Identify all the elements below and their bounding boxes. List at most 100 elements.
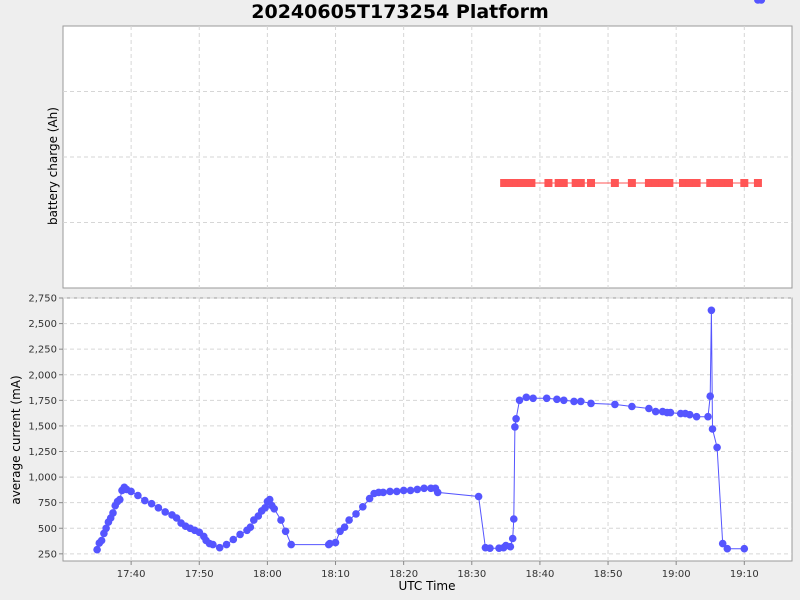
x-tick-label: 19:00 (662, 569, 691, 580)
battery-point (644, 179, 653, 187)
x-tick-label: 18:30 (457, 569, 486, 580)
battery-point (719, 179, 728, 187)
current-point (365, 494, 374, 503)
current-point (379, 488, 388, 497)
current-point (433, 488, 442, 497)
current-point (645, 404, 653, 413)
current-point (587, 399, 595, 408)
current-point (393, 487, 401, 496)
current-point (172, 514, 181, 522)
current-point (708, 425, 717, 433)
y-tick-label: 2,000 (28, 370, 57, 381)
current-point (102, 524, 110, 533)
current-point (340, 523, 349, 531)
current-point (542, 394, 551, 403)
current-point (692, 412, 701, 421)
y-tick-label: 1,750 (28, 396, 57, 407)
current-point (529, 394, 537, 403)
current-panel: 250 500 750 1,000 1,250 1,500 1,750 2,000 2,250 2… (9, 0, 793, 562)
current-point (413, 485, 422, 494)
current-point (506, 542, 515, 551)
battery-point (500, 179, 509, 187)
current-point (512, 415, 520, 423)
battery-point (724, 179, 733, 187)
current-point (97, 536, 106, 545)
current-point (707, 306, 716, 315)
y-tick-label: 1,500 (28, 421, 57, 432)
current-point (352, 510, 360, 518)
current-point (757, 0, 766, 4)
chart-title: 20240605T173254 Platform (251, 1, 549, 23)
current-point (141, 496, 149, 505)
current-point (154, 504, 163, 512)
current-point (222, 540, 231, 549)
x-axis-ticks: 17:40 17:50 18:00 18:10 18:20 18:30 18:40 18:50… (117, 561, 759, 580)
battery-point (713, 179, 722, 187)
battery-point (627, 179, 636, 187)
y-tick-label: 2,500 (28, 319, 57, 330)
current-point (277, 516, 285, 524)
current-point (261, 504, 269, 512)
current-point (331, 538, 340, 547)
battery-point (740, 179, 749, 187)
current-point (215, 543, 224, 552)
battery-point (692, 179, 701, 187)
current-point (577, 397, 585, 406)
current-point (718, 539, 727, 548)
current-y-axis-label: average current (mA) (9, 375, 23, 504)
battery-grid (63, 26, 792, 288)
x-tick-label: 19:10 (730, 569, 759, 580)
battery-series (500, 179, 762, 187)
current-point (147, 499, 156, 508)
current-point (706, 392, 714, 401)
x-axis-label: UTC Time (399, 579, 456, 593)
x-tick-label: 17:40 (117, 569, 146, 580)
battery-point (651, 179, 660, 187)
y-tick-label: 1,250 (28, 447, 57, 458)
y-tick-label: 500 (38, 524, 57, 535)
x-tick-label: 18:00 (253, 569, 282, 580)
y-tick-label: 1,000 (28, 473, 57, 484)
current-point (127, 487, 135, 496)
current-point (628, 402, 636, 411)
current-point (511, 423, 519, 431)
current-series (93, 0, 766, 554)
x-tick-label: 17:50 (185, 569, 214, 580)
current-point (704, 412, 712, 421)
current-point (229, 535, 238, 544)
battery-point (554, 179, 563, 187)
current-point (420, 484, 428, 493)
battery-point (559, 179, 568, 187)
current-point (553, 395, 561, 404)
battery-point (753, 179, 762, 187)
x-tick-label: 18:10 (321, 569, 350, 580)
y-tick-label: 2,250 (28, 345, 57, 356)
battery-point (706, 179, 715, 187)
current-point (116, 495, 124, 504)
battery-point (685, 179, 694, 187)
current-point (265, 495, 274, 504)
battery-point (527, 179, 536, 187)
x-tick-label: 18:50 (594, 569, 623, 580)
current-point (651, 407, 660, 416)
battery-point (678, 179, 687, 187)
battery-point (587, 179, 596, 187)
current-point (326, 539, 334, 548)
y-tick-label: 2,750 (28, 294, 57, 305)
current-point (270, 505, 279, 513)
battery-point (658, 179, 667, 187)
battery-point (505, 179, 514, 187)
current-plot-area (62, 297, 793, 562)
current-point (474, 492, 483, 501)
current-y-ticks: 250 500 750 1,000 1,250 1,500 1,750 2,000 2,250 2… (28, 294, 63, 560)
current-point (236, 530, 244, 539)
current-point (359, 503, 367, 511)
battery-point (576, 179, 585, 187)
current-point (386, 487, 394, 496)
current-point (134, 491, 142, 500)
current-point (399, 486, 408, 495)
current-point (345, 516, 353, 524)
current-point (515, 396, 524, 405)
battery-panel: battery charge (Ah) (46, 25, 793, 289)
